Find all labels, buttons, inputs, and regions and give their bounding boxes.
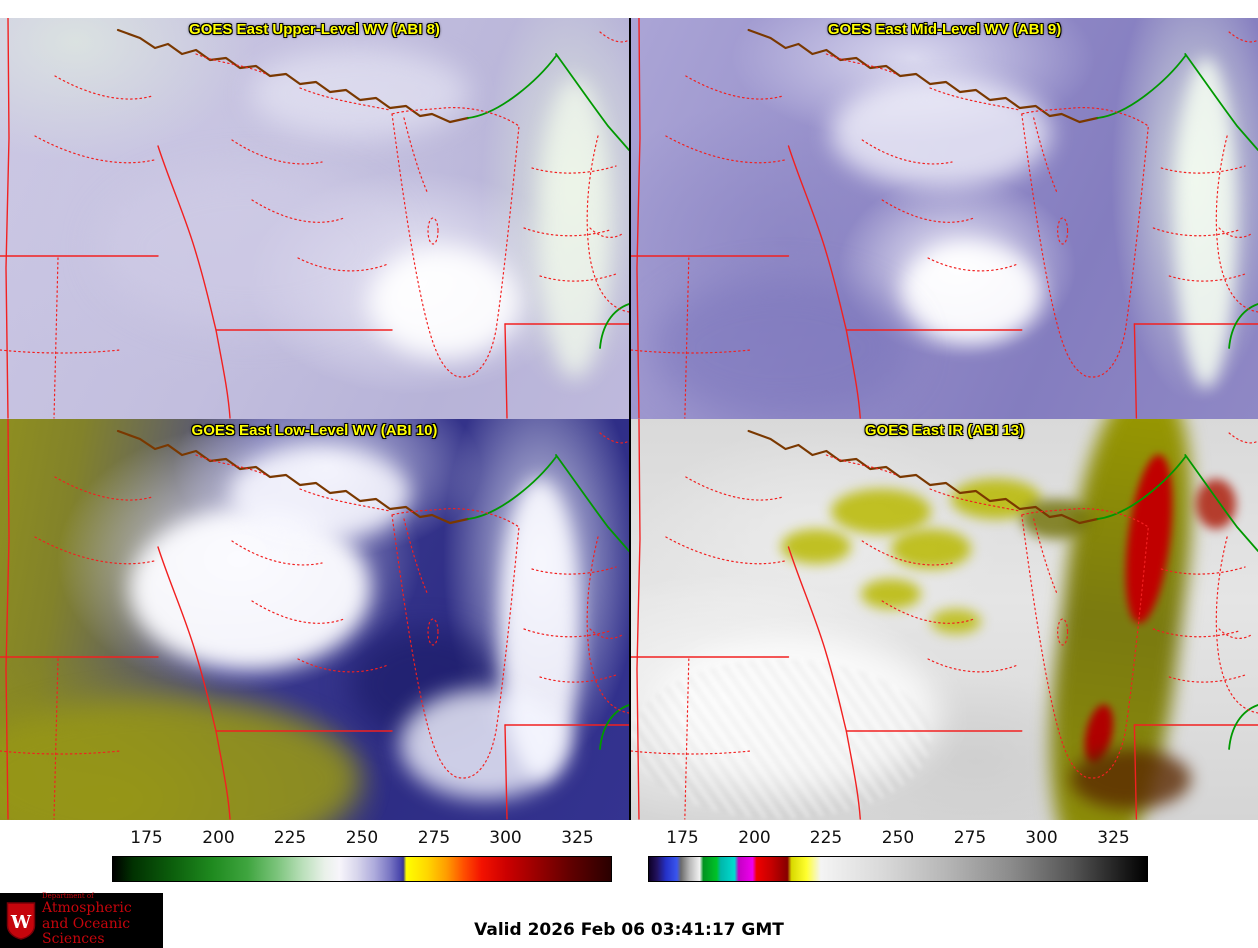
tick-label: 300 <box>1025 828 1058 848</box>
tick-label: 250 <box>881 828 915 848</box>
tick-label: 300 <box>489 828 522 848</box>
map-boundaries-overlay <box>631 419 1258 820</box>
coldest-tops-feature <box>1196 479 1236 529</box>
cloud-streets-feature <box>631 659 931 819</box>
map-boundaries-overlay <box>631 18 1258 419</box>
tick-label: 225 <box>273 828 307 848</box>
low-cloud-feature <box>661 639 941 789</box>
cloud-feature <box>230 449 410 539</box>
valid-timestamp: Valid 2026 Feb 06 03:41:17 GMT <box>474 920 784 940</box>
cold-cloud-feature <box>891 529 971 569</box>
panel-title-abi13: GOES East IR (ABI 13) <box>864 422 1025 439</box>
cloud-feature <box>901 243 1041 343</box>
cold-cloud-feature <box>1021 499 1091 539</box>
cloud-feature <box>100 168 400 328</box>
tick-label: 175 <box>666 828 699 848</box>
tick-label: 250 <box>345 828 379 848</box>
colorbar-wv-gradient <box>112 856 612 882</box>
panel-title-abi10: GOES East Low-Level WV (ABI 10) <box>191 422 438 439</box>
tick-label: 175 <box>130 828 163 848</box>
footer: W Department of Atmospheric and Oceanic … <box>0 892 1258 948</box>
cloud-feature <box>400 689 570 799</box>
crest-initial: W <box>10 911 32 932</box>
cloud-feature <box>831 78 1051 188</box>
colorbar-ir-gradient <box>648 856 1148 882</box>
cloud-feature <box>1176 58 1236 388</box>
logo-dept-line: Department of <box>42 892 94 901</box>
colorbar-ir-ticks: 175 200 225 250 275 300 325 <box>648 826 1148 852</box>
panel-grid: GOES East Upper-Level WV (ABI 8) GOES Ea… <box>0 18 1258 820</box>
cloud-feature <box>250 48 470 138</box>
tick-label: 275 <box>953 828 987 848</box>
tick-label: 200 <box>202 828 235 848</box>
map-boundaries-overlay <box>0 419 629 820</box>
colorbar-ir: 175 200 225 250 275 300 325 <box>629 820 1258 893</box>
tick-label: 275 <box>417 828 451 848</box>
panel-abi10-image: GOES East Low-Level WV (ABI 10) <box>0 419 629 820</box>
cold-cloud-feature <box>931 609 981 634</box>
dry-slot-feature <box>651 278 911 418</box>
panel-abi13-image: GOES East IR (ABI 13) <box>629 419 1258 820</box>
cloud-feature <box>540 78 610 378</box>
panel-abi9-image: GOES East Mid-Level WV (ABI 9) <box>629 18 1258 419</box>
map-boundaries-overlay <box>0 18 629 419</box>
cold-cloud-feature <box>861 579 921 609</box>
colorbar-wv: 175 200 225 250 275 300 325 <box>0 820 629 893</box>
panel-title-abi9: GOES East Mid-Level WV (ABI 9) <box>827 21 1062 38</box>
tick-label: 325 <box>1097 828 1130 848</box>
colorbar-wv-ticks: 175 200 225 250 275 300 325 <box>112 826 612 852</box>
tick-label: 325 <box>561 828 594 848</box>
satellite-quadpanel-page: GOES East Upper-Level WV (ABI 8) GOES Ea… <box>0 18 1258 948</box>
colorbar-section: 175 200 225 250 275 300 325 175 200 225 … <box>0 820 1258 893</box>
cold-cloud-feature <box>831 489 931 534</box>
panel-title-abi8: GOES East Upper-Level WV (ABI 8) <box>189 21 440 38</box>
logo-line1: Atmospheric <box>42 899 132 916</box>
panel-abi8-image: GOES East Upper-Level WV (ABI 8) <box>0 18 629 419</box>
cloud-feature <box>370 248 520 358</box>
tick-label: 225 <box>809 828 843 848</box>
tick-label: 200 <box>738 828 771 848</box>
cold-cloud-feature <box>1071 749 1191 809</box>
